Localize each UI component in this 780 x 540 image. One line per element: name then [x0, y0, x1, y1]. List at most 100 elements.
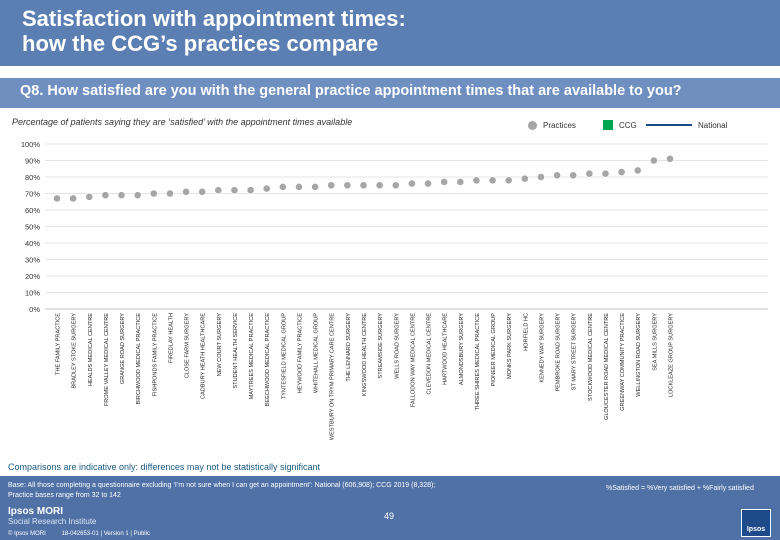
practice-data-point [166, 189, 174, 198]
ipsos-mori-logo: Ipsos MORI Social Research Institute [8, 506, 97, 526]
practice-data-point [472, 176, 481, 185]
category-label: ALMONDSBURY SURGERY [459, 313, 465, 385]
practice-data-point [262, 184, 271, 193]
category-label: STREAMSIDE SURGERY [378, 313, 384, 379]
category-label: WELLINGTON ROAD SURGERY [636, 313, 642, 397]
practice-data-point [343, 181, 352, 190]
category-label: GLOUCESTER ROAD MEDICAL CENTRE [604, 313, 610, 420]
category-label: HORFIELD HC [523, 313, 529, 351]
y-tick-label: 10% [25, 289, 40, 298]
category-label: NEW COURT SURGERY [217, 313, 223, 377]
comparison-note: Comparisons are indicative only: differe… [8, 462, 320, 472]
copyright-line: © Ipsos MORI 18-042653-01 | Version 1 | … [8, 531, 164, 537]
category-label: WESTBURY ON TRYM PRIMARY CARE CENTRE [330, 313, 336, 440]
practice-data-point [311, 183, 320, 191]
category-label: PIONEER MEDICAL GROUP [491, 313, 497, 387]
category-label: MONKS PARK SURGERY [507, 313, 513, 379]
y-tick-label: 40% [25, 239, 40, 248]
category-label: CADBURY HEATH HEALTHCARE [201, 313, 207, 399]
practice-data-point [537, 173, 545, 181]
legend-national-label: National [698, 120, 728, 130]
practice-data-point [617, 168, 626, 176]
base-note-line-1: Base: All those completing a questionnai… [8, 482, 436, 489]
category-label: LOCKLEAZE GROUP SURGERY [669, 313, 675, 397]
practice-data-point [456, 178, 465, 186]
page-number: 49 [384, 511, 395, 521]
category-label: WHITEHALL MEDICAL GROUP [314, 313, 320, 393]
scatter-chart: 0% 10% 20% 30% 40% 50% 60% 70% 80% 90% 100% THE FAM… [21, 140, 768, 440]
base-note: Base: All those completing a questionnai… [8, 481, 528, 501]
legend-practices: Practices [528, 119, 576, 131]
category-label: GREENWAY COMMUNITY PRACTICE [620, 313, 626, 411]
category-label: STUDENT HEALTH SERVICE [233, 313, 239, 389]
category-label: FROME VALLEY MEDICAL CENTRE [104, 313, 110, 406]
category-label: FALLODON WAY MEDICAL CENTRE [410, 313, 416, 407]
question-bar: Q8. How satisfied are you with the gener… [0, 78, 780, 108]
category-label: GRANGE ROAD SURGERY [120, 313, 126, 384]
category-label: BIRCHWOOD MEDICAL PRACTICE [136, 313, 142, 405]
category-label: WELLS ROAD SURGERY [394, 313, 400, 379]
y-tick-label: 50% [25, 223, 40, 232]
practice-data-point [633, 166, 642, 175]
y-tick-label: 30% [25, 256, 40, 265]
practice-data-point [85, 192, 94, 201]
question-text: Q8. How satisfied are you with the gener… [20, 83, 682, 99]
practice-data-point [520, 174, 529, 183]
page-title: Satisfaction with appointment times: how… [22, 6, 742, 56]
chart-subtitle: Percentage of patients saying they are ‘… [12, 117, 353, 127]
category-label: HEYWOOD FAMILY PRACTICE [297, 313, 303, 394]
category-label: FIREDLAY HEALTH [168, 313, 174, 363]
category-label: CLOSE FARM SURGERY [185, 313, 191, 378]
category-label: PEMBROKE ROAD SURGERY [556, 313, 562, 392]
category-label: HEALDS MEDICAL CENTRE [88, 313, 94, 386]
legend-ccg-label: CCG [619, 120, 637, 130]
category-label: CLEVEDON MEDICAL CENTRE [427, 313, 433, 395]
category-label: STOCKWOOD MEDICAL CENTRE [588, 313, 594, 401]
practice-data-point [327, 181, 336, 190]
practice-data-point [101, 191, 110, 200]
legend-national: National [646, 119, 727, 131]
practice-data-point [585, 169, 594, 178]
practice-data-point [182, 187, 190, 196]
org-subtitle: Social Research Institute [8, 517, 97, 526]
category-label: TYNTESFIELD MEDICAL GROUP [281, 313, 287, 399]
y-tick-label: 80% [25, 173, 40, 182]
org-name: Ipsos MORI [8, 506, 64, 517]
practice-data-point [553, 171, 561, 180]
y-tick-label: 0% [29, 305, 40, 314]
y-tick-label: 70% [25, 190, 40, 199]
practice-data-point [391, 181, 400, 190]
version-text: 18-042653-01 | Version 1 | Public [61, 531, 150, 537]
practice-data-point [198, 187, 207, 196]
practice-data-point [214, 186, 223, 195]
ipsos-badge-icon: Ipsos [741, 509, 771, 537]
category-label: ST MARY STREET SURGERY [572, 313, 578, 390]
practice-data-point [424, 179, 432, 188]
category-label: FISHPONDS FAMILY PRACTICE [152, 313, 158, 397]
practice-data-point [407, 179, 416, 188]
page-title-line-1: Satisfaction with appointment times: [22, 6, 406, 31]
practice-data-point [504, 176, 513, 185]
legend-ccg: CCG [603, 119, 637, 131]
practice-data-point [488, 176, 497, 185]
y-tick-label: 60% [25, 206, 40, 215]
category-label: BEECHWOOD MEDICAL PRACTICE [265, 313, 271, 407]
y-tick-label: 90% [25, 157, 40, 166]
practice-data-point [69, 194, 78, 203]
category-label: THE FAMILY PRACTICE [56, 313, 62, 375]
practices-marker-icon [528, 120, 537, 130]
practice-data-point [117, 191, 126, 200]
header-banner: Satisfaction with appointment times: how… [0, 0, 780, 66]
practice-data-point [601, 169, 610, 178]
category-label: THE LENNARD SURGERY [346, 313, 352, 382]
category-label: THREE SHIRES MEDICAL PRACTICE [475, 313, 481, 411]
practice-data-point [569, 171, 578, 180]
practice-data-point [295, 183, 303, 191]
practice-data-point [666, 154, 674, 163]
national-line-icon [646, 124, 692, 126]
page-title-line-2: how the CCG’s practices compare [22, 31, 379, 56]
y-tick-label: 20% [25, 272, 40, 281]
practice-data-point [649, 156, 658, 165]
category-label: KINGSWOOD HEALTH CENTRE [362, 313, 368, 396]
ccg-swatch-icon [603, 120, 613, 130]
